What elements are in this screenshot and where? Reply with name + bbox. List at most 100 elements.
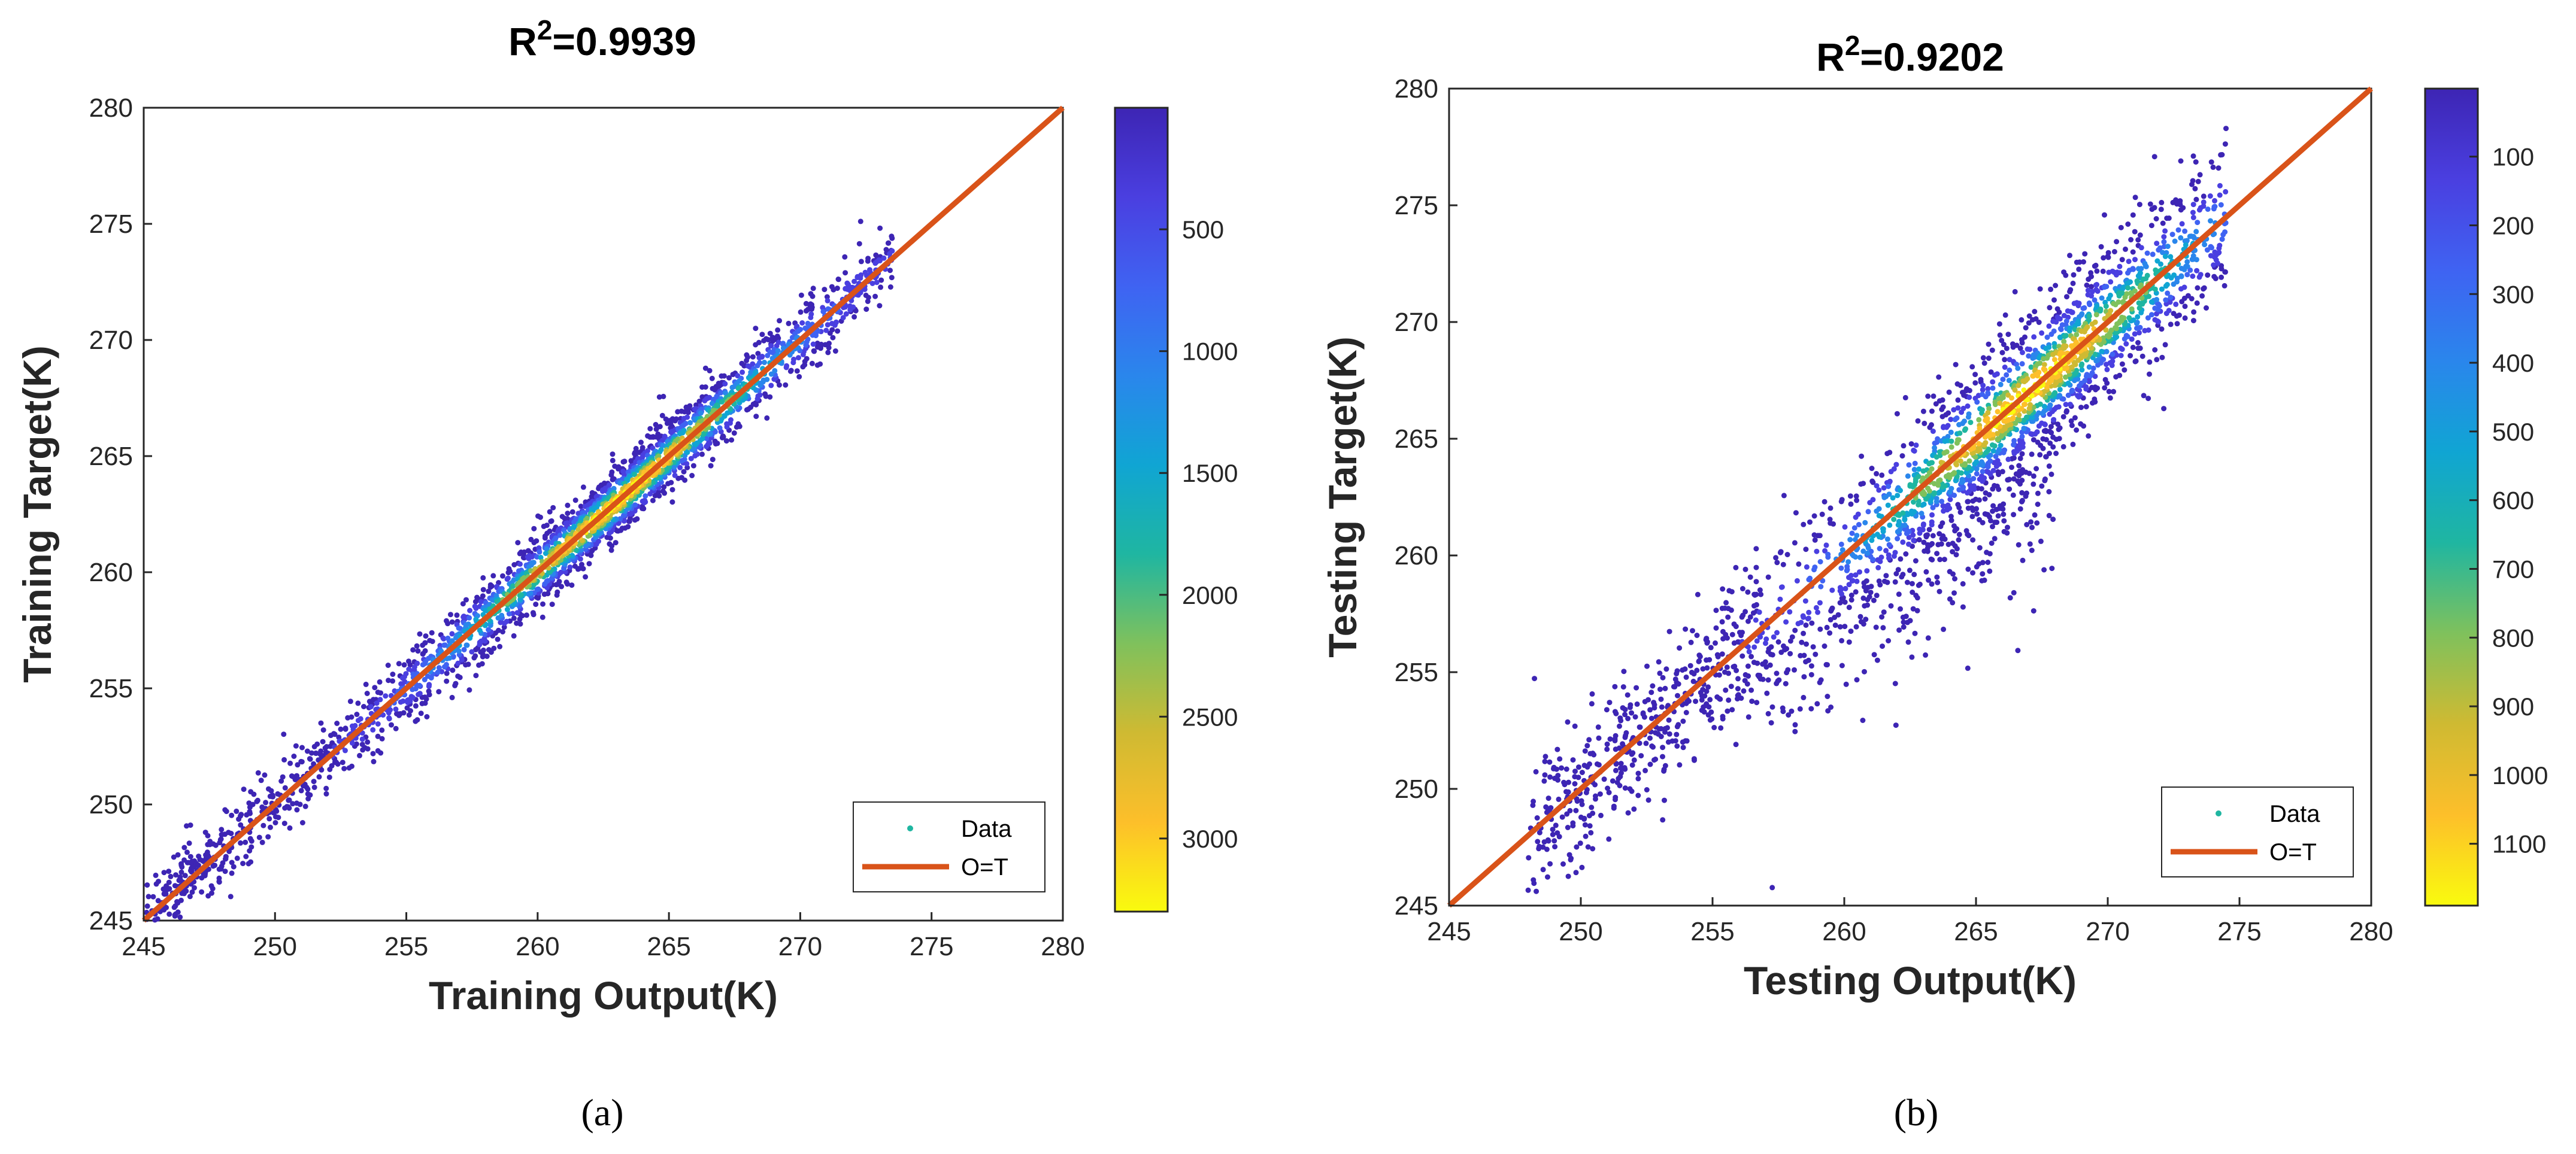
data-point (740, 369, 745, 375)
data-point (789, 335, 795, 341)
data-point (1898, 556, 1904, 562)
data-point (1905, 639, 1911, 645)
data-point (2069, 423, 2075, 429)
data-point (282, 785, 288, 791)
data-point (1842, 524, 1848, 530)
data-point (2007, 368, 2013, 373)
data-point (1894, 411, 1900, 417)
data-point (2190, 202, 2196, 208)
data-point (320, 739, 326, 745)
data-point (1980, 355, 1986, 361)
data-point (1965, 499, 1971, 505)
data-point (248, 859, 254, 865)
data-point (889, 275, 895, 281)
data-point (1735, 676, 1741, 682)
data-point (1536, 843, 1542, 849)
data-point (1910, 606, 1916, 612)
data-point (484, 654, 490, 659)
data-point (528, 562, 534, 568)
y-tick-label: 245 (89, 906, 133, 936)
data-point (1792, 540, 1798, 546)
data-point (2211, 274, 2217, 280)
data-point (1651, 705, 1657, 711)
data-point (2184, 259, 2190, 265)
data-point (1677, 645, 1683, 651)
data-point (2207, 193, 2213, 199)
data-point (1936, 531, 1942, 537)
panel-label: (a) (581, 1091, 623, 1134)
data-point (1908, 441, 1914, 447)
data-point (2013, 471, 2019, 477)
x-tick-label: 250 (253, 932, 297, 961)
data-point (709, 375, 715, 381)
data-point (2093, 312, 2099, 318)
data-point (2205, 206, 2211, 212)
data-point (1954, 440, 1960, 446)
data-point (558, 569, 564, 575)
data-point (506, 611, 512, 617)
data-point (1989, 347, 1995, 353)
data-point (1960, 581, 1966, 587)
data-point (444, 670, 450, 676)
data-point (1935, 542, 1941, 548)
data-point (1822, 643, 1828, 649)
data-point (1780, 705, 1786, 711)
data-point (2001, 342, 2007, 347)
data-point (1955, 405, 1961, 411)
data-point (1909, 508, 1915, 514)
data-point (371, 758, 377, 764)
data-point (2081, 305, 2087, 311)
data-point (1741, 688, 1747, 694)
data-point (847, 303, 853, 309)
data-point (229, 860, 235, 866)
data-point (681, 469, 687, 475)
data-point (1708, 709, 1714, 715)
data-point (2123, 333, 2129, 338)
data-point (1613, 767, 1619, 773)
data-point (461, 646, 467, 652)
data-point (1959, 409, 1965, 415)
data-point (777, 382, 782, 388)
data-point (299, 759, 305, 765)
data-point (1838, 541, 1844, 547)
data-point (1663, 666, 1669, 672)
data-point (1683, 674, 1689, 680)
data-point (1634, 701, 1640, 707)
data-point (2016, 382, 2022, 388)
data-point (549, 602, 555, 608)
data-point (1934, 551, 1940, 557)
data-point (2055, 421, 2061, 427)
data-point (1902, 394, 1908, 400)
data-point (799, 320, 805, 326)
data-point (2044, 355, 2050, 361)
data-point (1765, 710, 1771, 716)
data-point (692, 453, 698, 458)
data-point (426, 688, 432, 694)
data-point (1911, 448, 1917, 454)
data-point (1979, 459, 1984, 465)
data-point (724, 421, 730, 427)
data-point (517, 551, 523, 557)
data-point (295, 762, 301, 768)
data-point (1677, 762, 1683, 768)
data-point (293, 743, 299, 749)
data-point (1817, 600, 1823, 606)
data-point (423, 633, 429, 639)
data-point (1700, 666, 1706, 672)
data-point (1960, 420, 1966, 426)
data-point (1674, 671, 1680, 676)
data-point (476, 662, 482, 668)
data-point (1912, 482, 1917, 488)
data-point (2053, 451, 2059, 456)
data-point (304, 748, 310, 754)
data-point (2046, 344, 2052, 350)
data-point (1723, 687, 1729, 693)
data-point (1940, 503, 1946, 509)
data-point (2005, 524, 2010, 530)
data-point (1765, 677, 1771, 683)
data-point (1697, 654, 1703, 660)
data-point (398, 699, 404, 705)
data-point (2128, 237, 2134, 242)
data-point (389, 722, 394, 728)
